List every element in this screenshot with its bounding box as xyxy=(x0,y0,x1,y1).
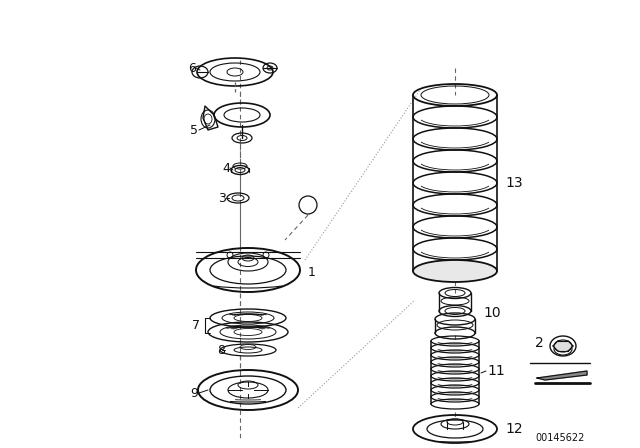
Text: 13: 13 xyxy=(505,176,523,190)
Text: 5: 5 xyxy=(190,124,198,137)
Text: 2: 2 xyxy=(535,336,544,350)
Text: 2: 2 xyxy=(305,200,311,210)
Text: 12: 12 xyxy=(505,422,523,436)
Text: 4: 4 xyxy=(222,161,230,175)
Text: 00145622: 00145622 xyxy=(535,433,585,443)
Text: 7: 7 xyxy=(192,319,200,332)
Text: 11: 11 xyxy=(487,364,505,378)
Text: 6: 6 xyxy=(188,61,196,74)
Polygon shape xyxy=(537,371,587,380)
Circle shape xyxy=(299,196,317,214)
Ellipse shape xyxy=(413,260,497,282)
Text: 3: 3 xyxy=(218,191,226,204)
Text: 10: 10 xyxy=(483,306,500,320)
Text: 1: 1 xyxy=(308,266,316,279)
Ellipse shape xyxy=(554,340,572,352)
Text: 9: 9 xyxy=(190,387,198,400)
Text: 8: 8 xyxy=(217,344,225,357)
